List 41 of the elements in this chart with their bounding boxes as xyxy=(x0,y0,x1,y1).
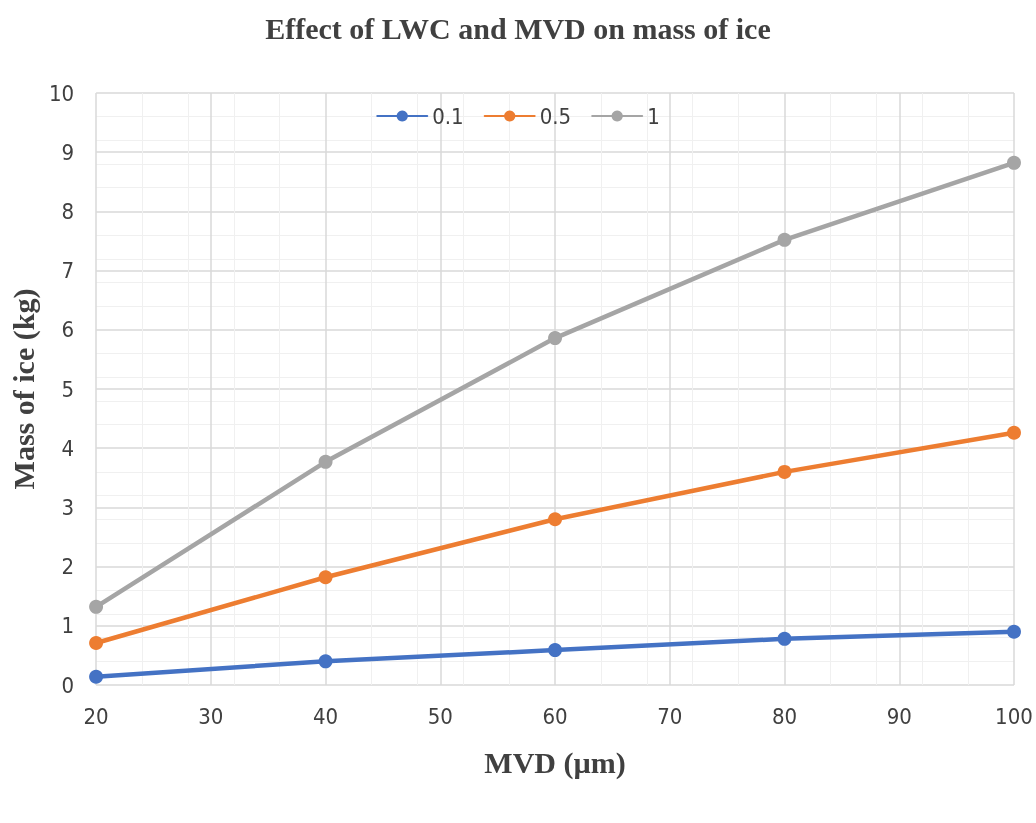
y-tick-label: 0 xyxy=(61,672,75,698)
x-tick-label: 100 xyxy=(995,703,1033,729)
y-tick-label: 4 xyxy=(61,435,75,461)
x-tick-label: 30 xyxy=(198,703,224,729)
point xyxy=(318,570,333,585)
point xyxy=(777,464,792,479)
point xyxy=(89,635,104,650)
x-tick-label: 80 xyxy=(771,703,798,729)
point xyxy=(318,454,333,469)
y-tick-label: 9 xyxy=(61,139,75,165)
y-tick-label: 3 xyxy=(61,494,75,520)
legend-label: 1 xyxy=(647,103,660,129)
point xyxy=(548,331,563,346)
point xyxy=(89,599,104,614)
x-tick-label: 70 xyxy=(657,703,683,729)
x-axis-title: MVD (µm) xyxy=(484,745,626,780)
point xyxy=(777,631,792,646)
y-tick-label: 1 xyxy=(61,613,75,639)
y-tick-label: 10 xyxy=(48,80,75,106)
y-tick-label: 5 xyxy=(61,376,75,402)
point xyxy=(318,654,333,669)
y-tick-label: 6 xyxy=(61,317,75,343)
x-tick-label: 50 xyxy=(427,703,453,729)
x-tick-label: 60 xyxy=(542,703,568,729)
x-tick-label: 40 xyxy=(312,703,339,729)
legend-label: 0.5 xyxy=(539,103,572,129)
point xyxy=(548,643,563,658)
point xyxy=(89,669,104,684)
y-tick-label: 2 xyxy=(61,554,75,580)
chart-title: Effect of LWC and MVD on mass of ice xyxy=(265,11,771,45)
legend-label: 0.1 xyxy=(432,103,464,129)
y-axis-title: Mass of ice (kg) xyxy=(6,288,41,490)
point xyxy=(1007,425,1021,440)
y-tick-label: 7 xyxy=(61,258,75,284)
point xyxy=(548,512,563,527)
y-tick-label: 8 xyxy=(61,198,75,224)
point xyxy=(1007,155,1021,170)
point xyxy=(777,232,792,247)
x-tick-label: 90 xyxy=(886,703,912,729)
x-tick-label: 20 xyxy=(83,703,109,729)
point xyxy=(1007,624,1021,639)
